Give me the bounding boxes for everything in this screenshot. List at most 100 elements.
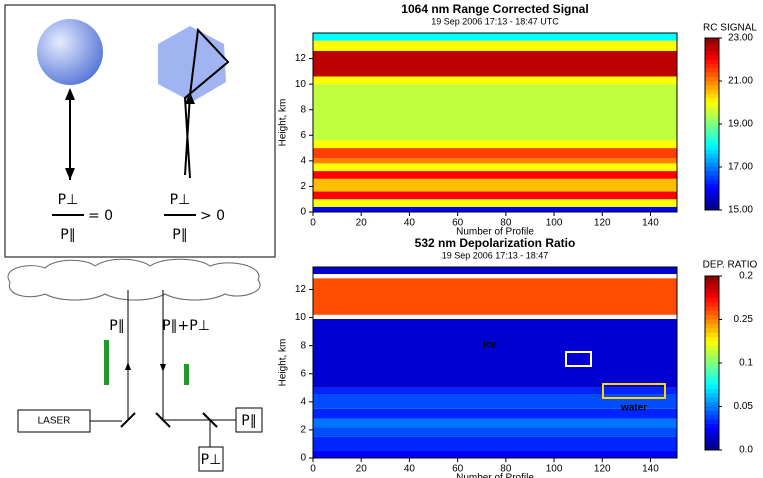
colorbar-slice	[705, 162, 719, 168]
heat-band	[313, 158, 677, 164]
colorbar-slice	[705, 197, 719, 202]
x-tick-label: 60	[452, 464, 464, 475]
heat-band	[313, 84, 677, 141]
cloud	[7, 258, 261, 301]
y-tick-label: 2	[300, 181, 306, 192]
right-ratio: P⊥ P∥ > 0	[164, 192, 225, 243]
colorbar-slice	[705, 415, 719, 421]
lidar-diagram: LASER P∥ P⊥ P∥ P∥+P⊥	[7, 258, 263, 472]
x-tick-label: 80	[500, 464, 512, 475]
colorbar-slice	[705, 158, 719, 164]
x-tick-label: 20	[356, 464, 368, 475]
heat-band	[313, 191, 677, 200]
y-tick-label: 8	[300, 340, 306, 351]
colorbar-slice	[705, 363, 719, 368]
colorbar-slice	[705, 68, 719, 73]
heat-band	[313, 418, 677, 428]
y-tick-label: 12	[295, 53, 307, 64]
colorbar-tick-label: 0.2	[739, 271, 753, 282]
scattering-panel: P⊥ P∥ = 0 P⊥ P∥ > 0	[4, 4, 276, 258]
colorbar-slice	[705, 280, 719, 286]
colorbar-slice	[705, 124, 719, 129]
colorbar-slice	[705, 154, 719, 159]
colorbar-slice	[705, 293, 719, 299]
y-tick-label: 2	[300, 425, 306, 436]
detector	[235, 407, 263, 433]
denominator: P∥	[60, 227, 75, 243]
colorbar-tick-label: 0.05	[734, 401, 754, 412]
beam-label: P∥	[109, 318, 124, 334]
ray-path	[183, 27, 230, 179]
heat-band	[313, 163, 677, 172]
colorbar-slice	[705, 397, 719, 403]
x-tick-label: 120	[594, 218, 611, 229]
chart-title: 532 nm Depolarization Ratio	[415, 236, 576, 250]
beam-label: P∥+P⊥	[162, 318, 210, 334]
colorbar-slice	[705, 38, 719, 43]
colorbar-slice	[705, 289, 719, 294]
y-tick-label: 10	[295, 312, 307, 323]
colorbar-slice	[705, 332, 719, 338]
x-tick-label: 40	[404, 218, 416, 229]
x-tick-label: 120	[594, 464, 611, 475]
colorbar-slice	[705, 46, 719, 52]
heat-band	[313, 199, 677, 207]
colorbar-slice	[705, 145, 719, 151]
colorbar-label: DEP. RATIO	[703, 260, 758, 271]
colorbar-slice	[705, 72, 719, 78]
colorbar-slice	[705, 393, 719, 399]
colorbar-slice	[705, 315, 719, 320]
x-tick-label: 20	[356, 218, 368, 229]
colorbar-slice	[705, 141, 719, 146]
colorbar-slice	[705, 410, 719, 416]
plot-frame	[312, 32, 678, 213]
x-tick-label: 0	[310, 464, 316, 475]
heat-band	[313, 408, 677, 419]
mirror	[120, 412, 136, 428]
relation: > 0	[200, 208, 225, 224]
colorbar-slice	[705, 205, 719, 211]
y-tick-label: 4	[300, 155, 306, 166]
chart-subtitle: 19 Sep 2006 17:13 - 18:47 UTC	[431, 16, 559, 26]
x-tick-label: 0	[310, 218, 316, 229]
heat-band	[313, 50, 677, 77]
colorbar-slice	[705, 367, 719, 373]
colorbar-slice	[705, 428, 719, 434]
colorbar-slice	[705, 128, 719, 134]
colorbar-slice	[705, 432, 719, 438]
colorbar-slice	[705, 358, 719, 364]
arrowhead	[160, 364, 166, 372]
arrowhead	[185, 92, 195, 104]
y-tick-label: 0	[300, 453, 306, 464]
colorbar-slice	[705, 85, 719, 91]
y-tick-label: 8	[300, 104, 306, 115]
annotation-box	[565, 351, 592, 367]
colorbar-slice	[705, 149, 719, 155]
colorbar-slice	[705, 402, 719, 407]
colorbar-slice	[705, 310, 719, 316]
colorbar-slice	[705, 341, 719, 347]
colorbar-slice	[705, 171, 719, 177]
colorbar-slice	[705, 419, 719, 425]
colorbar-slice	[705, 380, 719, 386]
x-tick-label: 100	[546, 464, 563, 475]
x-axis-label: Number of Profile	[456, 473, 534, 478]
colorbar-slice	[705, 76, 719, 82]
hexagon	[158, 26, 226, 102]
colorbar-slice	[705, 423, 719, 429]
heat-band	[313, 178, 677, 192]
colorbar-slice	[705, 81, 719, 86]
y-tick-label: 6	[300, 130, 306, 141]
numerator: P⊥	[58, 192, 79, 208]
colorbar-slice	[705, 376, 719, 381]
colorbar-slice	[705, 42, 719, 48]
colorbar-slice	[705, 349, 719, 355]
heat-band	[313, 267, 677, 275]
numerator: P⊥	[170, 192, 191, 208]
colorbar-slice	[705, 50, 719, 56]
annotation-box	[602, 383, 666, 399]
x-tick-label: 80	[500, 218, 512, 229]
y-tick-label: 6	[300, 368, 306, 379]
x-axis-label: Number of Profile	[456, 227, 534, 238]
